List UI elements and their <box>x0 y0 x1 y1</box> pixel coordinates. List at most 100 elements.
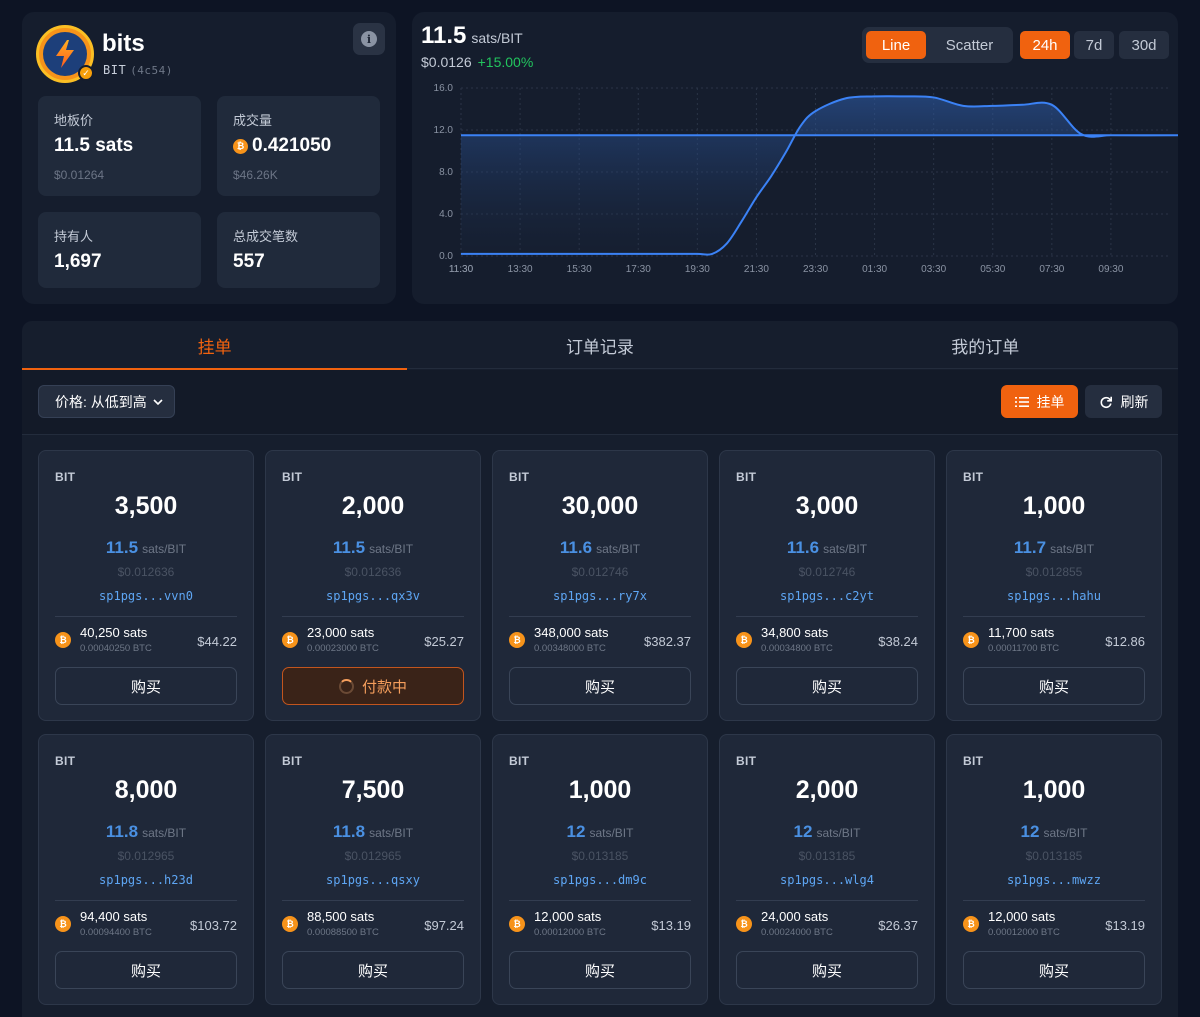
timeframe-7d-button[interactable]: 7d <box>1074 31 1114 59</box>
seller-address-link[interactable]: sp1pgs...vvn0 <box>99 589 193 603</box>
seller-address-link[interactable]: sp1pgs...ry7x <box>553 589 647 603</box>
listing-total-btc: 0.00012000 BTC <box>988 927 1060 938</box>
listing-card: BIT 8,000 11.8 sats/BIT $0.012965 sp1pgs.… <box>38 734 254 1005</box>
x-tick-label: 15:30 <box>567 264 592 275</box>
listing-amount: 1,000 <box>1022 776 1086 804</box>
listing-price-value: 11.6 <box>559 538 593 557</box>
seller-address-link[interactable]: sp1pgs...hahu <box>1007 589 1101 603</box>
listing-total-sats: 11,700 sats <box>988 625 1055 640</box>
listing-price-value: 12 <box>793 822 813 841</box>
listing-price-unit: sats/BIT <box>1043 826 1088 840</box>
seller-address-link[interactable]: sp1pgs...wlg4 <box>780 873 874 887</box>
tab-bar: 挂单 订单记录 我的订单 <box>22 321 1178 370</box>
timeframe-30d-button[interactable]: 30d <box>1119 31 1169 59</box>
x-tick-label: 07:30 <box>1039 264 1064 275</box>
mode-line-button[interactable]: Line <box>866 31 926 59</box>
seller-address-link[interactable]: sp1pgs...qsxy <box>326 873 420 887</box>
timeframe-24h-button[interactable]: 24h <box>1020 31 1070 59</box>
paying-button[interactable]: 付款中 <box>282 667 464 705</box>
current-price-value: 11.5 <box>421 22 467 49</box>
seller-address-link[interactable]: sp1pgs...dm9c <box>553 873 647 887</box>
card-divider <box>55 616 237 617</box>
listing-card: BIT 1,000 12 sats/BIT $0.013185 sp1pgs...… <box>492 734 708 1005</box>
sort-select-label: 价格: 从低到高 <box>55 393 147 410</box>
listing-total-sats: 24,000 sats <box>761 909 829 924</box>
buy-button-label: 购买 <box>1038 962 1069 980</box>
listing-amount: 7,500 <box>341 776 405 804</box>
listing-amount: 1,000 <box>1022 492 1086 520</box>
stat-value: 11.5 sats <box>54 135 134 156</box>
listing-price-value: 11.6 <box>786 538 820 557</box>
tab-listings[interactable]: 挂单 <box>22 321 408 370</box>
listing-unit-price: 11.8 sats/BIT <box>266 822 480 842</box>
listing-unit-price: 11.6 sats/BIT <box>493 538 707 558</box>
listing-ticker: BIT <box>963 470 984 484</box>
bitcoin-icon: ₿ <box>282 632 298 648</box>
card-divider <box>282 900 464 901</box>
buy-button[interactable]: 购买 <box>509 951 691 989</box>
x-tick-label: 09:30 <box>1098 264 1123 275</box>
listing-ticker: BIT <box>282 754 303 768</box>
stat-label: 持有人 <box>54 229 94 244</box>
token-id: (4c54) <box>130 64 173 77</box>
create-listing-button[interactable]: 挂单 <box>1001 385 1078 418</box>
buy-button[interactable]: 购买 <box>736 951 918 989</box>
buy-button[interactable]: 购买 <box>963 667 1145 705</box>
x-tick-label: 13:30 <box>508 264 533 275</box>
bitcoin-icon: ₿ <box>963 916 979 932</box>
x-tick-label: 19:30 <box>685 264 710 275</box>
x-tick-label: 23:30 <box>803 264 828 275</box>
listing-unit-price-usd: $0.013185 <box>1025 849 1083 863</box>
seller-address-link[interactable]: sp1pgs...mwzz <box>1007 873 1101 887</box>
refresh-icon <box>1100 396 1112 408</box>
listing-total-btc: 0.00034800 BTC <box>761 643 833 654</box>
buy-button[interactable]: 购买 <box>55 951 237 989</box>
seller-address-link[interactable]: sp1pgs...qx3v <box>326 589 420 603</box>
x-tick-label: 11:30 <box>449 264 474 275</box>
sort-select[interactable]: 价格: 从低到高 <box>38 385 175 418</box>
price-line <box>461 95 1178 256</box>
listing-ticker: BIT <box>509 470 530 484</box>
listing-unit-price: 11.6 sats/BIT <box>720 538 934 558</box>
listing-unit-price-usd: $0.012636 <box>344 565 402 579</box>
tab-order-history[interactable]: 订单记录 <box>565 337 634 357</box>
card-divider <box>963 616 1145 617</box>
buy-button[interactable]: 购买 <box>55 667 237 705</box>
stat-total-trades: 总成交笔数 557 <box>217 212 380 288</box>
create-listing-label: 挂单 <box>1036 393 1065 410</box>
listing-ticker: BIT <box>55 754 76 768</box>
listing-ticker: BIT <box>963 754 984 768</box>
price-chart-panel: 0.0 4.0 8.0 12.0 16.0 11:30 13:30 15:30 17:30 19:… <box>412 12 1178 304</box>
seller-address-link[interactable]: sp1pgs...c2yt <box>780 589 874 603</box>
listing-unit-price-usd: $0.012965 <box>344 849 402 863</box>
bitcoin-icon: ₿ <box>55 916 71 932</box>
stat-value: 1,697 <box>54 251 102 272</box>
mode-scatter-button[interactable]: Scatter <box>945 36 994 54</box>
stat-label: 地板价 <box>54 113 94 128</box>
listing-unit-price-usd: $0.012855 <box>1025 565 1083 579</box>
info-button[interactable]: i <box>353 23 385 55</box>
chart-mode-toggle: Line Scatter <box>862 27 1013 63</box>
listing-total-usd: $12.86 <box>1105 634 1145 649</box>
buy-button[interactable]: 购买 <box>736 667 918 705</box>
stat-usd: $46.26K <box>233 168 278 182</box>
seller-address-link[interactable]: sp1pgs...h23d <box>99 873 193 887</box>
listing-ticker: BIT <box>736 754 757 768</box>
listing-price-unit: sats/BIT <box>596 542 641 556</box>
listing-amount: 2,000 <box>795 776 859 804</box>
buy-button[interactable]: 购买 <box>282 951 464 989</box>
buy-button[interactable]: 购买 <box>509 667 691 705</box>
listing-total-btc: 0.00094400 BTC <box>80 927 152 938</box>
stat-label: 成交量 <box>233 113 273 128</box>
listing-total-btc: 0.00011700 BTC <box>988 643 1060 654</box>
stat-value: 557 <box>233 251 265 272</box>
tab-my-orders[interactable]: 我的订单 <box>951 337 1020 357</box>
buy-button[interactable]: 购买 <box>963 951 1145 989</box>
listings-toolbar: 价格: 从低到高 挂单 刷新 <box>22 370 1178 435</box>
refresh-button[interactable]: 刷新 <box>1085 385 1162 418</box>
price-chart[interactable]: 0.0 4.0 8.0 12.0 16.0 11:30 13:30 15:30 17:30 19:… <box>412 12 1178 304</box>
listing-unit-price: 11.7 sats/BIT <box>947 538 1161 558</box>
listing-ticker: BIT <box>736 470 757 484</box>
token-name: bits <box>102 30 145 57</box>
verified-badge-icon: ✓ <box>78 65 94 81</box>
